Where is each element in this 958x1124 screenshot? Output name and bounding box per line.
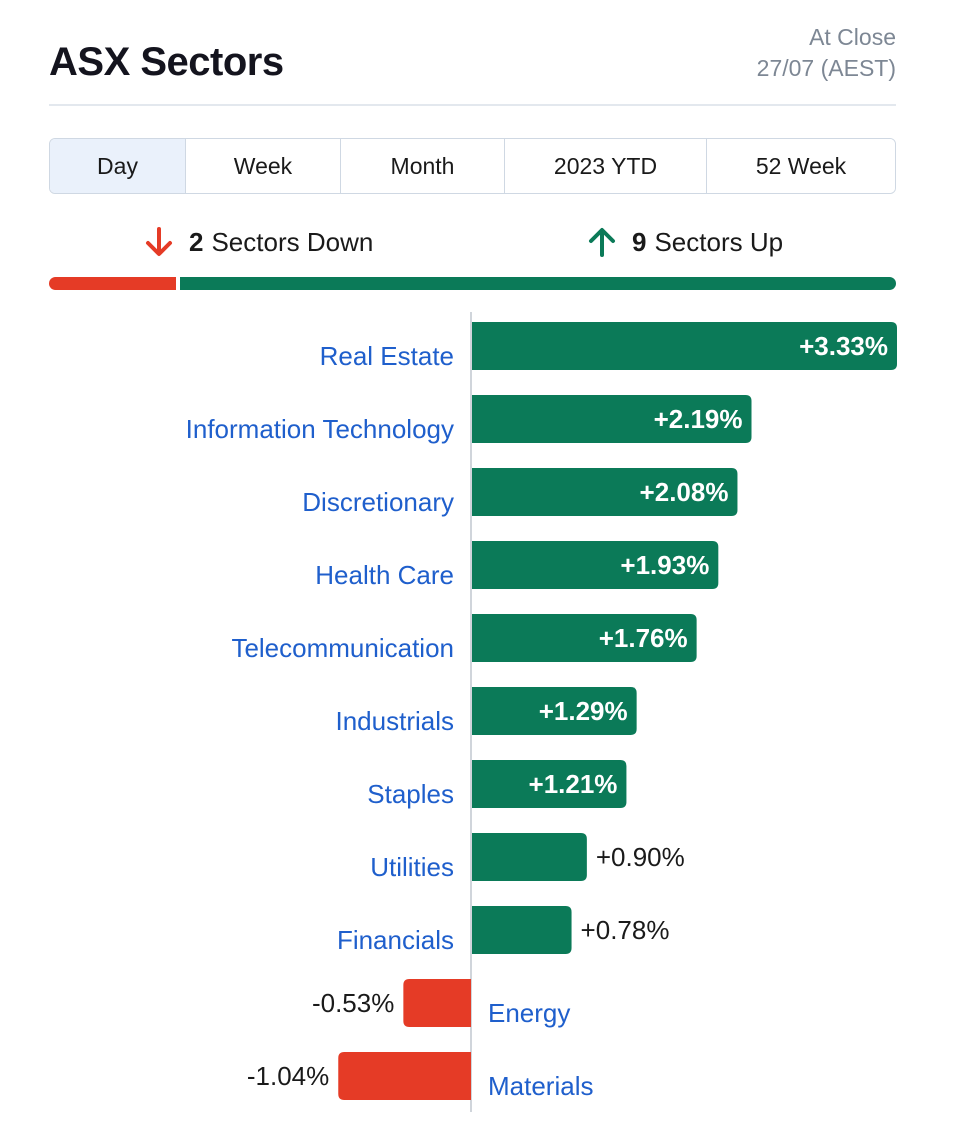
- sector-label-industrials[interactable]: Industrials: [336, 706, 455, 736]
- value-label-industrials: +1.29%: [539, 696, 628, 726]
- sectors-up-count: 9: [632, 226, 647, 257]
- sectors-down-count: 2: [189, 226, 204, 257]
- sector-label-telecommunication[interactable]: Telecommunication: [231, 633, 454, 663]
- value-label-financials: +0.78%: [581, 915, 670, 945]
- value-label-utilities: +0.90%: [596, 842, 685, 872]
- sectors-down-summary: 2 Sectors Down: [143, 226, 373, 258]
- bar-materials: [338, 1052, 471, 1100]
- sectors-up-label: Sectors Up: [654, 226, 784, 257]
- ratio-down-segment: [49, 277, 177, 290]
- header: ASX Sectors At Close 27/07 (AEST): [49, 22, 896, 106]
- sectors-down-label: Sectors Down: [211, 226, 374, 257]
- value-label-staples: +1.21%: [529, 769, 618, 799]
- market-status: At Close 27/07 (AEST): [757, 22, 896, 84]
- bar-staples: [472, 760, 627, 808]
- value-label-telecommunication: +1.76%: [599, 623, 688, 653]
- ratio-up-segment: [180, 277, 896, 290]
- value-label-health-care: +1.93%: [620, 550, 709, 580]
- tab-2023-ytd[interactable]: 2023 YTD: [505, 139, 707, 193]
- up-down-ratio-bar: [49, 277, 896, 290]
- sector-label-health-care[interactable]: Health Care: [315, 560, 454, 590]
- tab-52-week[interactable]: 52 Week: [707, 139, 895, 193]
- bar-industrials: [472, 687, 637, 735]
- bar-health-care: [472, 541, 719, 589]
- status-date: 27/07 (AEST): [756, 55, 896, 81]
- sectors-up-summary: 9 Sectors Up: [586, 226, 783, 258]
- sector-bar-chart: Real Estate +3.33% Information Technology +…: [186, 312, 897, 1112]
- bar-discretionary: [472, 468, 738, 516]
- status-text: At Close: [809, 24, 896, 50]
- arrow-up-icon: [589, 228, 615, 257]
- sector-label-materials[interactable]: Materials: [488, 1071, 593, 1101]
- value-label-information-technology: +2.19%: [654, 404, 743, 434]
- arrow-down-icon: [146, 227, 172, 256]
- value-label-materials: -1.04%: [247, 1061, 329, 1091]
- bar-real-estate: [472, 322, 897, 370]
- sector-label-real-estate[interactable]: Real Estate: [320, 341, 454, 371]
- bar-utilities: [472, 833, 587, 881]
- sector-label-energy[interactable]: Energy: [488, 998, 570, 1028]
- bar-information-technology: [472, 395, 752, 443]
- sector-label-utilities[interactable]: Utilities: [370, 852, 454, 882]
- value-label-energy: -0.53%: [312, 988, 394, 1018]
- sector-label-financials[interactable]: Financials: [337, 925, 454, 955]
- page-title: ASX Sectors: [49, 40, 284, 84]
- sector-label-staples[interactable]: Staples: [367, 779, 454, 809]
- sector-label-information-technology[interactable]: Information Technology: [186, 414, 454, 444]
- tab-day[interactable]: Day: [50, 139, 186, 193]
- value-label-real-estate: +3.33%: [799, 331, 888, 361]
- bar-energy: [403, 979, 471, 1027]
- tab-week[interactable]: Week: [186, 139, 341, 193]
- bar-telecommunication: [472, 614, 697, 662]
- sector-label-discretionary[interactable]: Discretionary: [302, 487, 454, 517]
- bar-financials: [472, 906, 572, 954]
- tab-month[interactable]: Month: [341, 139, 505, 193]
- period-tabs: Day Week Month 2023 YTD 52 Week: [49, 138, 896, 194]
- value-label-discretionary: +2.08%: [640, 477, 729, 507]
